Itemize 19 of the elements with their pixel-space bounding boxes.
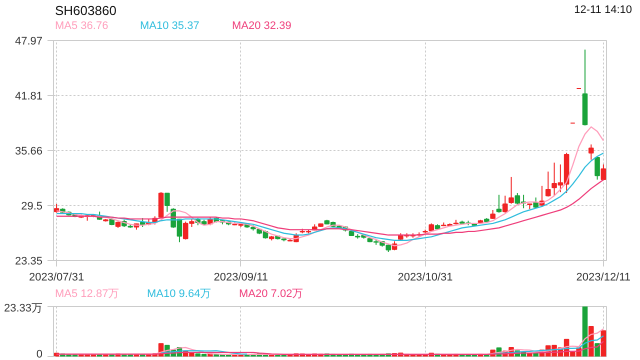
x-tick-label: 2023/12/11 xyxy=(576,272,631,284)
chart-title: SH603860 xyxy=(55,2,116,20)
text: MA20 7.02万 xyxy=(239,287,304,302)
text: 12-11 14:10 xyxy=(574,3,632,18)
text: MA5 36.76 xyxy=(55,19,108,34)
y-tick-label: 0 xyxy=(36,348,43,360)
text: MA10 35.37 xyxy=(140,19,200,34)
x-tick-label: 2023/10/31 xyxy=(398,272,453,284)
y-tick-label: 47.97 xyxy=(14,36,43,48)
x-tick-label: 2023/09/11 xyxy=(214,272,268,284)
text: MA20 32.39 xyxy=(232,19,292,34)
y-tick-label: 41.81 xyxy=(14,90,43,103)
text: MA10 9.64万 xyxy=(147,287,212,302)
text: MA5 12.87万 xyxy=(55,287,120,302)
y-tick-label: 35.66 xyxy=(14,146,43,158)
y-tick-label: 29.5 xyxy=(21,200,43,213)
x-tick-label: 2023/07/31 xyxy=(29,272,84,284)
y-tick-label: 23.33万 xyxy=(4,302,43,314)
y-tick-label: 23.35 xyxy=(14,256,43,268)
